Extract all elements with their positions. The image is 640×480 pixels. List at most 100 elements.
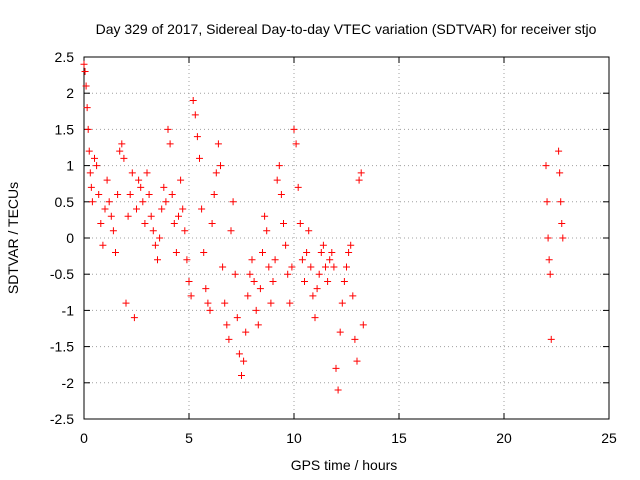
data-point — [328, 248, 336, 256]
data-point — [542, 162, 550, 170]
grid — [84, 57, 609, 419]
axis-ticks: 0 5 10 15 20 25 -2.5 -2 -1.5 -1 -0.5 0 0.5 1 1.5 2 2.5 — [50, 49, 617, 446]
data-point — [84, 125, 92, 133]
data-point — [164, 125, 172, 133]
data-point — [359, 321, 367, 329]
data-point — [307, 263, 315, 271]
data-point — [160, 183, 168, 191]
data-point — [187, 292, 195, 300]
data-point — [351, 335, 359, 343]
data-point — [265, 263, 273, 271]
y-tick-label: 2 — [66, 85, 74, 101]
data-point — [177, 176, 185, 184]
data-point — [149, 227, 157, 235]
data-point — [282, 241, 290, 249]
data-point — [246, 270, 254, 278]
data-point — [338, 299, 346, 307]
data-point — [558, 220, 566, 228]
data-point — [250, 277, 258, 285]
data-point — [81, 67, 89, 75]
data-point — [126, 191, 134, 199]
data-point — [93, 162, 101, 170]
series-sdtvar — [80, 60, 567, 394]
data-point — [292, 140, 300, 148]
data-point — [114, 191, 122, 199]
data-point — [309, 292, 317, 300]
data-point — [158, 205, 166, 213]
y-tick-label: 0 — [66, 230, 74, 246]
data-point — [166, 140, 174, 148]
data-point — [334, 386, 342, 394]
data-point — [263, 227, 271, 235]
data-point — [105, 198, 113, 206]
data-point — [317, 248, 325, 256]
data-point — [162, 198, 170, 206]
data-point — [181, 227, 189, 235]
data-point — [97, 220, 105, 228]
data-point — [210, 191, 218, 199]
data-point — [135, 176, 143, 184]
data-point — [183, 256, 191, 264]
data-point — [269, 277, 277, 285]
data-point — [298, 256, 306, 264]
data-point — [290, 125, 298, 133]
x-tick-label: 5 — [185, 430, 193, 446]
data-point — [233, 314, 241, 322]
data-point — [128, 169, 136, 177]
data-series — [80, 60, 567, 394]
x-tick-label: 0 — [80, 430, 88, 446]
data-point — [151, 241, 159, 249]
y-tick-label: 2.5 — [55, 49, 75, 65]
data-point — [301, 277, 308, 285]
data-point — [99, 241, 107, 249]
data-point — [332, 364, 340, 372]
data-point — [118, 140, 126, 148]
data-point — [221, 299, 229, 307]
data-point — [130, 314, 138, 322]
data-point — [82, 82, 90, 90]
data-point — [343, 263, 350, 271]
data-point — [85, 147, 93, 155]
data-point — [357, 169, 365, 177]
data-point — [280, 220, 287, 228]
data-point — [145, 191, 153, 199]
data-point — [277, 191, 285, 199]
y-tick-label: 0.5 — [55, 194, 75, 210]
data-point — [235, 350, 243, 358]
data-point — [154, 256, 161, 264]
data-point — [196, 154, 203, 162]
data-point — [259, 248, 266, 256]
data-point — [95, 191, 103, 199]
data-point — [133, 205, 140, 213]
y-axis-label: SDTVAR / TECUs — [5, 182, 21, 294]
data-point — [88, 198, 96, 206]
data-point — [324, 277, 332, 285]
data-point — [273, 176, 281, 184]
data-point — [353, 357, 361, 365]
data-point — [137, 183, 145, 191]
data-point — [175, 212, 182, 220]
x-tick-label: 20 — [496, 430, 512, 446]
data-point — [191, 111, 199, 119]
data-point — [544, 234, 552, 242]
data-point — [156, 234, 164, 242]
data-point — [347, 241, 355, 249]
data-point — [244, 292, 252, 300]
data-point — [227, 227, 235, 235]
y-tick-label: -1.5 — [50, 339, 74, 355]
data-point — [294, 183, 302, 191]
x-tick-label: 15 — [391, 430, 407, 446]
data-point — [86, 169, 94, 177]
data-point — [275, 162, 283, 170]
data-point — [120, 154, 128, 162]
data-point — [340, 277, 348, 285]
chart-title: Day 329 of 2017, Sidereal Day-to-day VTE… — [96, 21, 597, 37]
data-point — [256, 285, 264, 293]
data-point — [139, 198, 147, 206]
data-point — [252, 306, 260, 314]
data-point — [204, 299, 212, 307]
data-point — [147, 212, 155, 220]
y-tick-label: 1 — [66, 158, 74, 174]
data-point — [543, 198, 551, 206]
